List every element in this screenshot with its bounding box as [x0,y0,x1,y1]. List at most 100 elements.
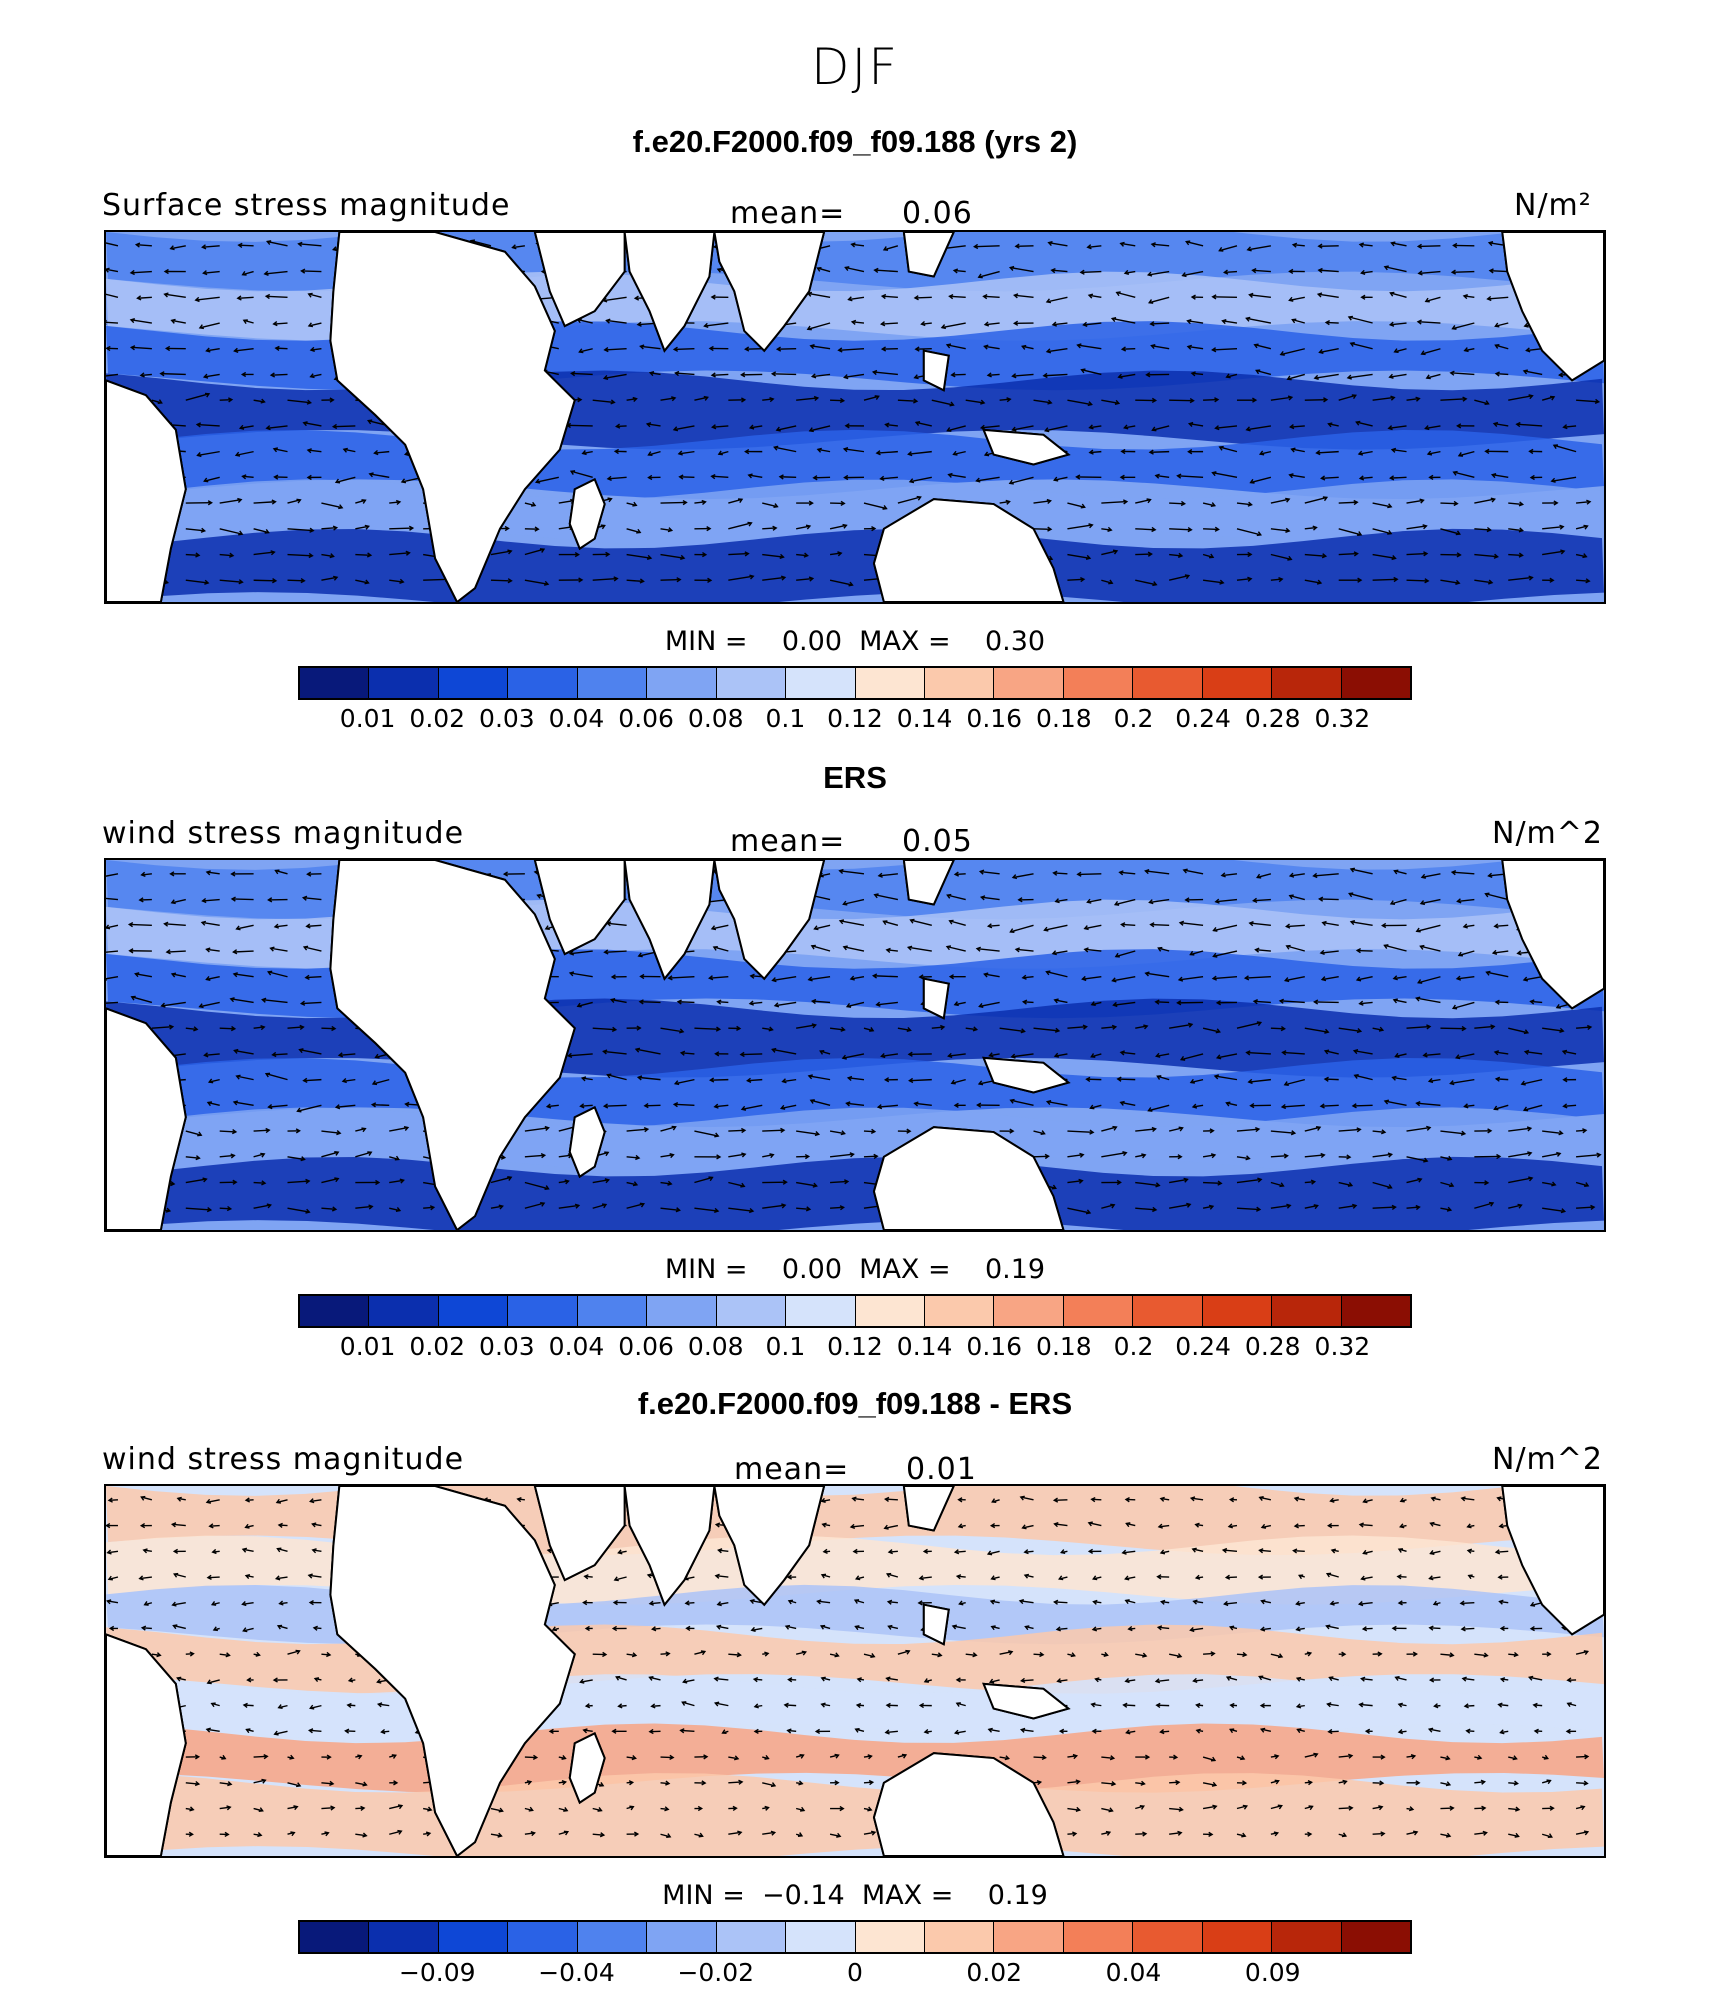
wind-vector-arrow [1270,1025,1286,1032]
wind-vector-arrow [142,1548,152,1554]
wind-vector-arrow [1457,450,1475,457]
wind-vector-arrow [1270,1754,1280,1760]
wind-vector-arrow [773,445,797,453]
wind-vector-arrow [1156,1574,1170,1580]
wind-vector-arrow [244,1497,254,1503]
wind-vector-arrow [1148,449,1170,455]
colorbar-swatch [300,668,370,698]
wind-vector-arrow [253,1152,266,1158]
wind-vector-arrow [1236,1651,1248,1658]
colorbar-swatch [508,1922,578,1952]
wind-vector-arrow [1452,470,1475,479]
wind-vector-arrow [321,1151,340,1158]
wind-vector-arrow [106,950,119,953]
wind-vector-arrow [106,373,119,377]
wind-vector-arrow [795,1806,806,1812]
wind-vector-arrow [592,1651,608,1658]
wind-vector-arrow [714,1051,729,1057]
wind-vector-arrow [211,1548,220,1555]
wind-vector-arrow [355,579,370,585]
wind-vector-arrow [1236,1755,1246,1761]
wind-vector-arrow [694,1176,714,1184]
wind-vector-arrow [1270,527,1291,533]
wind-vector-arrow [978,1001,1000,1009]
wind-vector-arrow [297,241,322,247]
colorbar-swatch [1202,668,1273,698]
wind-vector-arrow [1120,922,1136,928]
wind-vector-arrow [1011,373,1034,379]
wind-vector-arrow [602,373,627,381]
wind-vector-arrow [863,1153,879,1160]
wind-vector-arrow [1391,1075,1407,1081]
wind-vector-arrow [975,476,1000,483]
wind-vector-arrow [287,1207,311,1214]
wind-vector-arrow [1245,1050,1271,1056]
wind-vector-arrow [253,1203,272,1209]
wind-vector-arrow [1399,1497,1407,1503]
wind-vector-arrow [173,1572,186,1578]
wind-vector-arrow [770,371,797,377]
wind-vector-arrow [1094,1677,1102,1683]
wind-vector-arrow [1399,1523,1407,1529]
wind-vector-arrow [1449,370,1475,376]
panel-1-units: N/m² [1514,188,1592,223]
wind-vector-arrow [854,1727,865,1733]
wind-vector-arrow [1349,342,1373,350]
wind-vector-arrow [645,422,661,428]
wind-vector-arrow [1021,974,1034,980]
wind-vector-arrow [566,1052,593,1059]
wind-vector-arrow [1417,976,1441,984]
wind-vector-arrow [1203,526,1220,532]
wind-vector-arrow [660,1651,671,1657]
wind-vector-arrow [1474,399,1490,406]
wind-vector-arrow [106,1001,119,1004]
wind-vector-arrow [1135,526,1157,533]
wind-vector-arrow [1291,242,1305,248]
colorbar-swatch [647,1296,717,1326]
colorbar-swatch [716,668,787,698]
wind-vector-arrow [253,1127,271,1134]
wind-vector-arrow [810,944,831,952]
wind-vector-arrow [660,1754,675,1760]
wind-vector-arrow [1257,1574,1271,1580]
wind-vector-arrow [1304,1651,1313,1657]
wind-vector-arrow [626,1202,646,1209]
wind-vector-arrow [820,1702,831,1708]
wind-vector-arrow [931,1652,943,1658]
wind-vector-arrow [1542,1151,1562,1158]
wind-vector-arrow [812,475,831,481]
wind-vector-arrow [684,1600,695,1606]
wind-vector-arrow [558,1830,570,1836]
wind-vector-arrow [331,423,356,430]
wind-vector-arrow [1067,399,1093,407]
wind-vector-arrow [1394,1676,1407,1681]
wind-vector-arrow [728,1207,755,1214]
wind-vector-arrow [1396,1574,1407,1580]
wind-vector-arrow [1247,1078,1271,1085]
wind-vector-arrow [838,919,865,926]
colorbar-swatch [786,1296,856,1326]
wind-vector-arrow [786,1574,797,1580]
wind-vector-arrow [880,321,898,327]
wind-vector-arrow [321,575,339,581]
wind-vector-arrow [762,1830,777,1836]
wind-vector-arrow [1424,296,1441,303]
wind-vector-arrow [219,1153,236,1159]
wind-vector-arrow [219,497,243,504]
wind-vector-arrow [524,1806,534,1812]
wind-vector-arrow [660,1125,677,1132]
wind-vector-arrow [1157,1523,1170,1529]
colorbar-tick-label: 0.12 [827,1332,883,1361]
wind-vector-arrow [744,346,763,352]
wind-vector-arrow [169,871,186,877]
wind-vector-arrow [679,1728,695,1734]
wind-vector-arrow [1313,373,1339,380]
wind-vector-arrow [1258,1548,1271,1554]
wind-vector-arrow [1258,1675,1272,1681]
wind-vector-arrow [853,1599,865,1604]
wind-vector-arrow [1236,1206,1262,1212]
wind-vector-arrow [342,447,356,453]
wind-vector-arrow [1236,576,1253,582]
wind-vector-arrow [1090,1053,1102,1058]
wind-vector-arrow [1067,1753,1079,1760]
